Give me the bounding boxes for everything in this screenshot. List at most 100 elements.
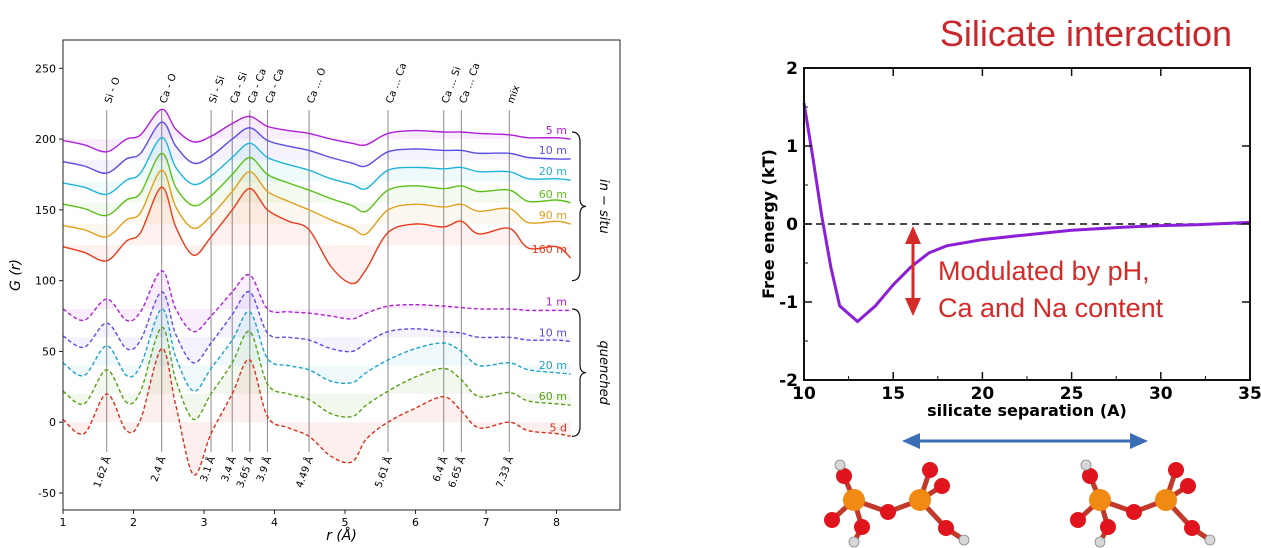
series-line xyxy=(62,347,571,476)
peak-position-label: 4.49 Å xyxy=(293,454,316,489)
y-tick-label: -2 xyxy=(779,371,798,391)
group-label-quenched: quenched xyxy=(596,340,611,405)
series-line xyxy=(62,152,571,217)
oxygen-atom xyxy=(824,512,840,528)
hydrogen-atom xyxy=(1094,536,1106,548)
series-label: 5 d xyxy=(550,421,567,434)
series-fill xyxy=(63,291,571,363)
peak-position-label: 3.9 Å xyxy=(253,454,274,483)
series-line xyxy=(62,326,571,421)
series-line xyxy=(62,308,571,392)
series-label: 60 m xyxy=(539,390,567,403)
series-fill xyxy=(63,122,571,174)
group-label-in-situ: in − situ xyxy=(596,179,611,234)
x-tick-label: 7 xyxy=(483,516,490,529)
bond-label: Ca ... Ca xyxy=(458,62,483,105)
series-label: 1 m xyxy=(546,295,567,308)
series-label: 5 m xyxy=(546,124,567,137)
y-tick-label: 250 xyxy=(35,62,56,75)
oxygen-atom xyxy=(1184,520,1200,536)
y-tick-label: -50 xyxy=(38,487,56,500)
y-axis-label: Free energy (kT) xyxy=(759,149,778,299)
peak-position-label: 3.4 Å xyxy=(218,454,239,483)
oxygen-atom xyxy=(1082,468,1098,484)
arrow-up-icon xyxy=(905,226,921,244)
oxygen-atom xyxy=(854,519,870,535)
arrow-left-icon xyxy=(902,433,920,449)
x-tick-label: 1 xyxy=(60,516,67,529)
y-tick-label: 50 xyxy=(42,345,56,358)
series-line xyxy=(62,291,571,364)
oxygen-atom xyxy=(1100,519,1116,535)
y-tick-label: 150 xyxy=(35,204,56,217)
free-energy-chart: Silicate interaction 10 15 20 25 30 35 -2 -1 0 1 2 s… xyxy=(759,13,1261,548)
y-tick-label: 100 xyxy=(35,275,56,288)
x-tick-label: 5 xyxy=(342,516,349,529)
hydrogen-atom xyxy=(958,534,970,546)
free-energy-curve xyxy=(802,102,1251,324)
series-fill xyxy=(63,137,571,195)
y-tick-label: 0 xyxy=(786,215,798,235)
y-tick-label: 0 xyxy=(49,416,56,429)
series-label: 20 m xyxy=(539,165,567,178)
x-tick-label: 25 xyxy=(1060,384,1084,404)
x-tick-label: 10 xyxy=(792,384,816,404)
bond-label: Ca ... Ca xyxy=(385,62,410,105)
series-fill xyxy=(63,308,571,392)
x-tick-label: 2 xyxy=(130,516,137,529)
peak-position-label: 1.62 Å xyxy=(90,454,113,489)
y-tick-label: 1 xyxy=(786,137,798,157)
series-label: 10 m xyxy=(539,327,567,340)
bond-label: Si - O xyxy=(103,76,123,105)
y-axis-label: G (r) xyxy=(8,259,24,291)
series-line xyxy=(62,137,571,196)
oxygen-atom xyxy=(938,520,954,536)
annotation-line-2: Ca and Na content xyxy=(938,293,1164,323)
oxygen-atom xyxy=(1070,512,1086,528)
y-tick-label: 2 xyxy=(786,59,798,79)
oxygen-atom xyxy=(1126,504,1142,520)
oxygen-atom xyxy=(880,504,896,520)
peak-position-label: 7.33 Å xyxy=(493,454,516,489)
series-fill xyxy=(63,270,571,332)
series-line xyxy=(62,121,571,174)
annotation-line-1: Modulated by pH, xyxy=(938,256,1150,286)
series-label: 90 m xyxy=(539,209,567,222)
oxygen-atom xyxy=(934,478,950,494)
bond-label: Si - Si xyxy=(208,75,228,105)
x-axis-label: silicate separation (A) xyxy=(927,401,1127,420)
group-brace xyxy=(571,131,587,282)
x-tick-label: 35 xyxy=(1238,384,1261,404)
chart-title: Silicate interaction xyxy=(940,13,1232,54)
series-line xyxy=(62,108,571,153)
series-label: 20 m xyxy=(539,359,567,372)
arrow-down-icon xyxy=(905,298,921,316)
silicon-atom xyxy=(843,489,865,511)
bond-label: mix xyxy=(506,84,523,105)
y-tick-label: -1 xyxy=(779,293,798,313)
peak-position-label: 5.61 Å xyxy=(372,454,395,489)
series-fill xyxy=(63,153,571,216)
silicate-molecule-right xyxy=(1070,459,1216,548)
arrow-right-icon xyxy=(1130,433,1148,449)
series-label: 60 m xyxy=(539,188,567,201)
series-fill xyxy=(63,170,571,238)
x-axis-label: r (Å) xyxy=(326,527,357,544)
x-tick-label: 15 xyxy=(881,384,905,404)
silicon-atom xyxy=(909,489,931,511)
x-tick-label: 30 xyxy=(1149,384,1173,404)
y-tick-label: 200 xyxy=(35,133,56,146)
series-line xyxy=(62,169,571,238)
x-tick-label: 6 xyxy=(412,516,419,529)
hydrogen-atom xyxy=(1080,459,1092,471)
plot-frame xyxy=(62,39,621,511)
silicon-atom xyxy=(1155,489,1177,511)
x-tick-label: 4 xyxy=(271,516,278,529)
hydrogen-atom xyxy=(834,459,846,471)
series-fill xyxy=(63,109,571,152)
x-tick-label: 8 xyxy=(553,516,560,529)
x-tick-label: 20 xyxy=(971,384,995,404)
hydrogen-atom xyxy=(1204,534,1216,546)
gr-chart: 5 m 10 m 20 m 60 m 90 m 160 m 1 m 10 m 20 m 60 m 5… xyxy=(8,39,621,544)
peak-position-label: 6.4 Å xyxy=(429,454,450,483)
